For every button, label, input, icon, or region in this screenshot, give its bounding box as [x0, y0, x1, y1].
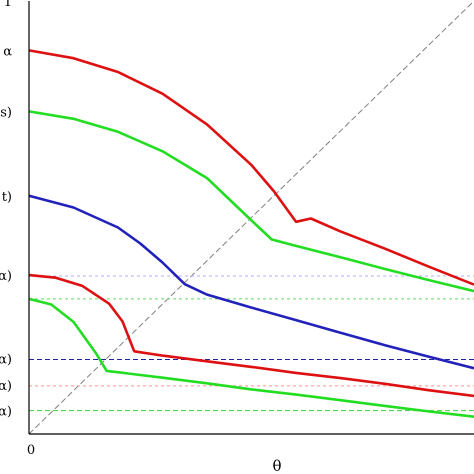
y-tick-label-8: α) [0, 405, 12, 420]
series-line-1 [28, 49, 474, 286]
series-line-3 [28, 194, 474, 370]
y-tick-label-3: s) [0, 105, 12, 120]
y-tick-label-7: α) [0, 379, 12, 394]
x-axis-label: θ [272, 457, 281, 474]
diagonal-reference-line [28, 0, 474, 435]
series-line-2 [28, 110, 474, 293]
axes [28, 1, 474, 435]
y-tick-label-4: t) [2, 190, 12, 205]
series-lines [28, 49, 474, 418]
y-tick-label-5: α) [0, 269, 12, 284]
x-tick-label-1: 0 [27, 443, 35, 458]
y-tick-label-2: α [3, 44, 12, 59]
tick-labels: 1 α s) t) α) α) α) α) 0 [0, 0, 35, 458]
y-tick-label-1: 1 [4, 0, 12, 10]
series-line-4 [28, 273, 474, 398]
series-line-5 [28, 297, 474, 418]
y-tick-label-6: α) [0, 353, 12, 368]
